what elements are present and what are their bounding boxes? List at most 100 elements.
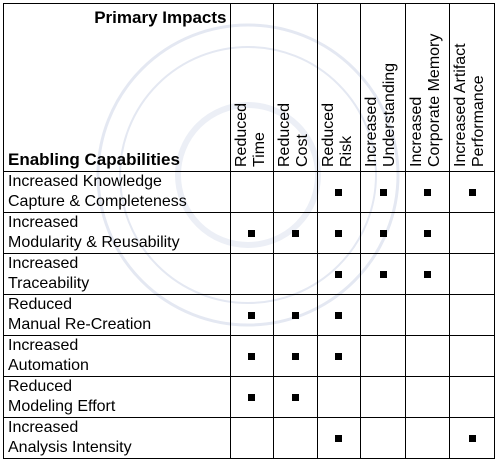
matrix-cell — [273, 171, 318, 213]
row-label-line2: Modularity & Reusability — [8, 234, 180, 251]
impact-marker — [335, 189, 343, 196]
matrix-cell — [229, 294, 275, 336]
matrix-cell — [273, 212, 318, 254]
matrix-cell — [229, 253, 275, 295]
matrix-cell — [449, 171, 495, 213]
row-label-line2: Manual Re-Creation — [8, 316, 152, 333]
column-header-reduced-risk: Reduced Risk — [316, 3, 362, 172]
row-label-cell: Reduced Manual Re-Creation — [3, 294, 231, 336]
matrix-cell — [449, 253, 495, 295]
primary-impacts-heading: Primary Impacts — [94, 8, 227, 27]
impact-marker — [335, 230, 343, 237]
row-label-cell: Increased Analysis Intensity — [3, 417, 231, 459]
column-header-line2: Risk — [337, 135, 355, 167]
matrix-cell — [360, 335, 406, 377]
table-row: Increased Traceability — [3, 253, 495, 295]
matrix-cell — [316, 212, 362, 254]
row-label-line2: Automation — [8, 357, 89, 374]
impact-marker — [424, 271, 432, 278]
matrix-cell — [229, 417, 275, 459]
matrix-body: Increased Knowledge Capture & Completenes… — [3, 171, 495, 459]
row-label-cell: Increased Automation — [3, 335, 231, 377]
enabling-capabilities-heading: Enabling Capabilities — [8, 150, 180, 169]
matrix-cell — [229, 212, 275, 254]
row-label-line1: Increased — [8, 255, 79, 272]
matrix-cell — [229, 376, 275, 418]
impact-marker — [291, 353, 299, 360]
row-label-line2: Modeling Effort — [8, 398, 116, 415]
impact-marker — [248, 230, 256, 237]
impact-marker — [335, 435, 343, 442]
row-label-line1: Increased — [8, 214, 79, 231]
row-label-line1: Reduced — [8, 296, 73, 313]
column-header-increased-understanding: Increased Understanding — [360, 3, 406, 172]
impact-marker — [379, 230, 387, 237]
matrix-cell — [273, 253, 318, 295]
matrix-cell — [449, 376, 495, 418]
matrix-cell — [273, 417, 318, 459]
column-header-line2: Understanding — [381, 62, 399, 167]
matrix-cell — [404, 171, 451, 213]
impact-marker — [335, 271, 343, 278]
matrix-cell — [449, 212, 495, 254]
row-label-line1: Increased — [8, 337, 79, 354]
impact-marker — [248, 312, 256, 319]
matrix-cell — [316, 335, 362, 377]
impact-marker — [468, 435, 476, 442]
row-label-cell: Increased Traceability — [3, 253, 231, 295]
row-label-cell: Increased Knowledge Capture & Completenes… — [3, 171, 231, 213]
column-header-line2: Performance — [470, 75, 488, 167]
matrix-cell — [316, 376, 362, 418]
matrix-cell — [360, 253, 406, 295]
row-label-line2: Analysis Intensity — [8, 439, 132, 456]
matrix-cell — [316, 417, 362, 459]
column-header-line1: Reduced — [232, 102, 250, 167]
impact-marker — [291, 394, 299, 401]
row-label-line1: Reduced — [8, 378, 73, 395]
matrix-cell — [316, 171, 362, 213]
impact-marker — [379, 271, 387, 278]
row-label-line1: Increased Knowledge — [8, 173, 162, 190]
matrix-cell — [404, 335, 451, 377]
row-label-cell: Reduced Modeling Effort — [3, 376, 231, 418]
matrix-cell — [360, 212, 406, 254]
impact-marker — [468, 189, 476, 196]
matrix-cell — [273, 376, 318, 418]
matrix-cell — [360, 417, 406, 459]
column-header-line2: Cost — [294, 134, 312, 167]
matrix-cell — [449, 294, 495, 336]
column-header-line2: Time — [250, 132, 268, 167]
table-row: Increased Modularity & Reusability — [3, 212, 495, 254]
impact-marker — [424, 230, 432, 237]
row-label-line1: Increased — [8, 419, 79, 436]
matrix-cell — [449, 335, 495, 377]
impact-marker — [424, 189, 432, 196]
impact-marker — [291, 312, 299, 319]
impact-marker — [291, 230, 299, 237]
row-label-line2: Traceability — [8, 275, 90, 292]
matrix-cell — [316, 253, 362, 295]
header-row: Primary Impacts Enabling Capabilities Re… — [3, 3, 495, 172]
column-header-reduced-time: Reduced Time — [229, 3, 275, 172]
matrix-cell — [316, 294, 362, 336]
impact-marker — [248, 394, 256, 401]
matrix-cell — [360, 294, 406, 336]
matrix-cell — [404, 253, 451, 295]
matrix-cell — [449, 417, 495, 459]
table-row: Increased Analysis Intensity — [3, 417, 495, 459]
table-row: Reduced Modeling Effort — [3, 376, 495, 418]
matrix-cell — [404, 212, 451, 254]
impact-matrix-table: Primary Impacts Enabling Capabilities Re… — [3, 3, 495, 459]
impact-marker — [335, 312, 343, 319]
column-header-line1: Reduced — [276, 102, 294, 167]
column-header-line2: Corporate Memory — [425, 33, 443, 167]
row-label-cell: Increased Modularity & Reusability — [3, 212, 231, 254]
table-row: Increased Knowledge Capture & Completenes… — [3, 171, 495, 213]
matrix-cell — [229, 171, 275, 213]
column-header-reduced-cost: Reduced Cost — [273, 3, 318, 172]
column-header-increased-artifact-performance: Increased Artifact Performance — [449, 3, 495, 172]
matrix-cell — [273, 294, 318, 336]
matrix-cell — [360, 171, 406, 213]
column-header-line1: Increased Artifact — [452, 43, 470, 167]
matrix-cell — [229, 335, 275, 377]
